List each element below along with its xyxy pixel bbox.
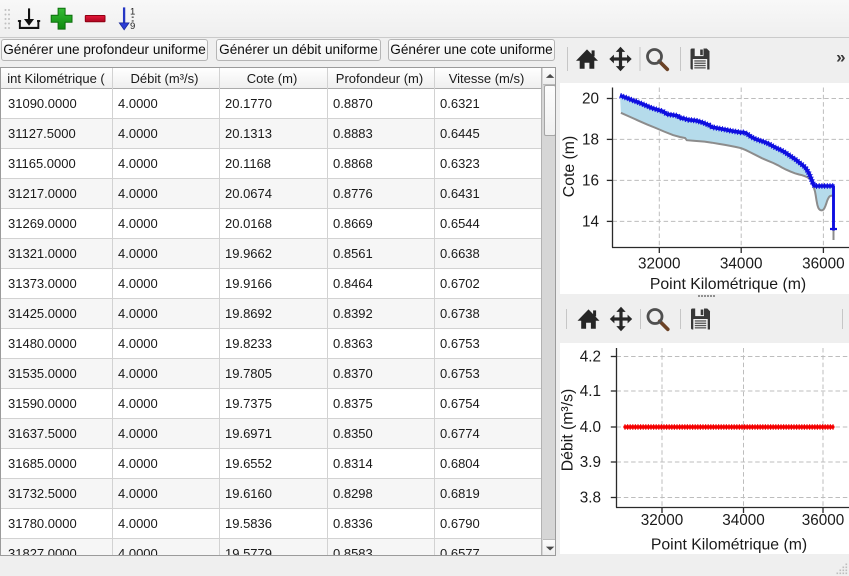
- svg-text:16: 16: [582, 172, 599, 189]
- svg-text:»: »: [836, 47, 845, 66]
- svg-text:1: 1: [130, 7, 135, 18]
- svg-text:36000: 36000: [802, 512, 845, 529]
- svg-text:3.8: 3.8: [580, 489, 601, 506]
- svg-text:3.9: 3.9: [580, 454, 601, 471]
- svg-text:34000: 34000: [722, 512, 765, 529]
- svg-text:Cote (m): Cote (m): [561, 136, 578, 197]
- svg-text:36000: 36000: [802, 256, 845, 273]
- svg-text:4.2: 4.2: [580, 348, 601, 365]
- svg-text:14: 14: [582, 213, 600, 230]
- svg-text:Débit (m³/s): Débit (m³/s): [560, 389, 577, 472]
- svg-text:34000: 34000: [720, 256, 763, 273]
- svg-text:9: 9: [130, 21, 135, 32]
- svg-text:4.1: 4.1: [580, 383, 601, 400]
- svg-text:32000: 32000: [641, 512, 684, 529]
- svg-text:20: 20: [582, 90, 599, 107]
- svg-text:32000: 32000: [638, 256, 681, 273]
- svg-text:Point Kilométrique (m): Point Kilométrique (m): [650, 276, 806, 293]
- svg-text:18: 18: [582, 131, 599, 148]
- svg-text:4.0: 4.0: [580, 419, 601, 436]
- svg-text:Point Kilométrique (m): Point Kilométrique (m): [651, 537, 807, 554]
